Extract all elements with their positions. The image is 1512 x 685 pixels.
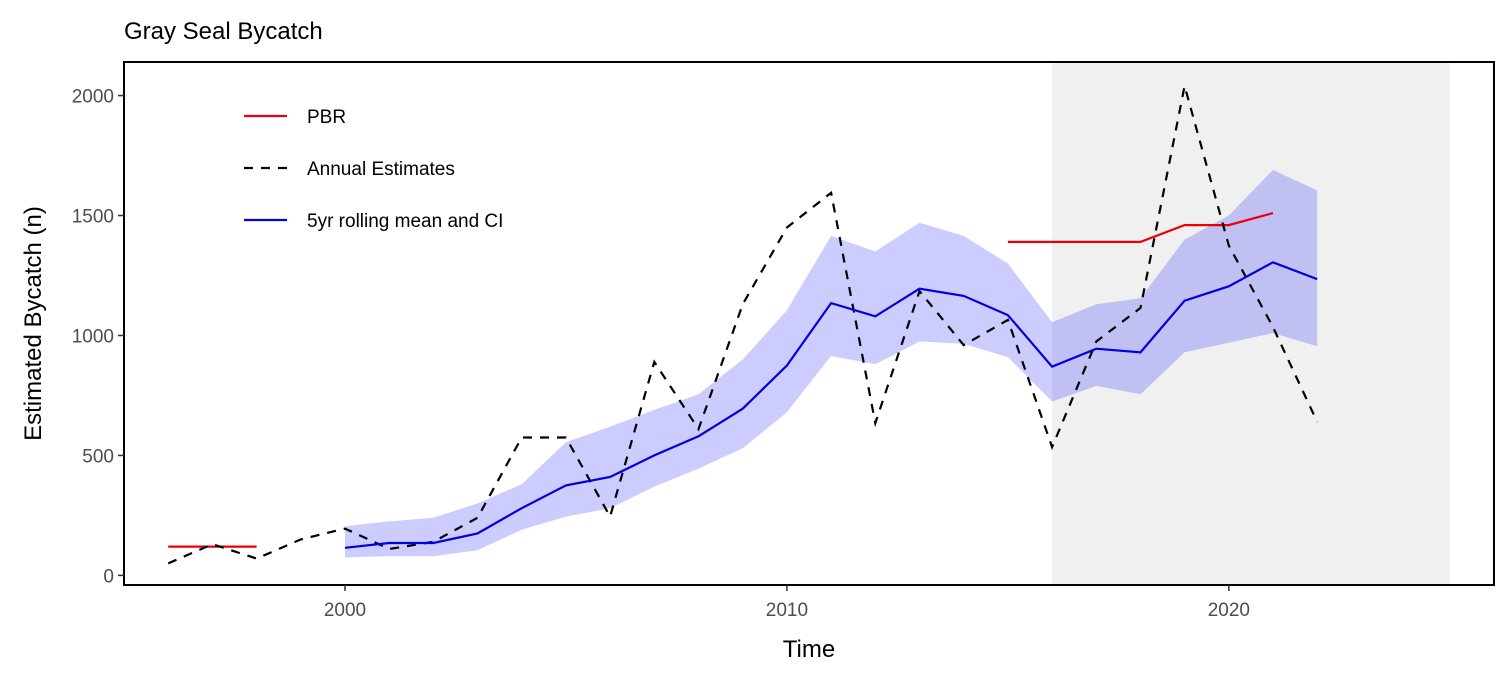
x-tick-label: 2020 [1208,600,1250,621]
y-axis-title: Estimated Bycatch (n) [20,206,47,441]
panel-border [123,61,1495,586]
y-tick-label: 500 [82,446,114,467]
y-tick-label: 2000 [72,87,114,108]
chart-title: Gray Seal Bycatch [124,18,323,45]
shaded-region [1052,63,1450,584]
pbr-line-segment-2 [1007,212,1274,243]
legend-label-annual: Annual Estimates [307,159,455,180]
x-tick-label: 2010 [766,600,808,621]
ci-ribbon [345,170,1318,558]
axes: 0 500 1000 1500 2000 2000 2010 2020 [72,87,1250,621]
y-tick-label: 1500 [72,207,114,228]
x-axis-title: Time [783,636,835,663]
annual-estimates-line [167,85,1319,565]
legend-label-rolling: 5yr rolling mean and CI [307,211,503,232]
legend: PBR Annual Estimates 5yr rolling mean and … [244,107,503,232]
legend-label-pbr: PBR [307,107,346,128]
plot-area [124,62,1494,585]
y-tick-label: 0 [103,566,114,587]
rolling-mean-line [344,261,1318,549]
x-tick-label: 2000 [324,600,366,621]
y-tick-label: 1000 [72,326,114,347]
